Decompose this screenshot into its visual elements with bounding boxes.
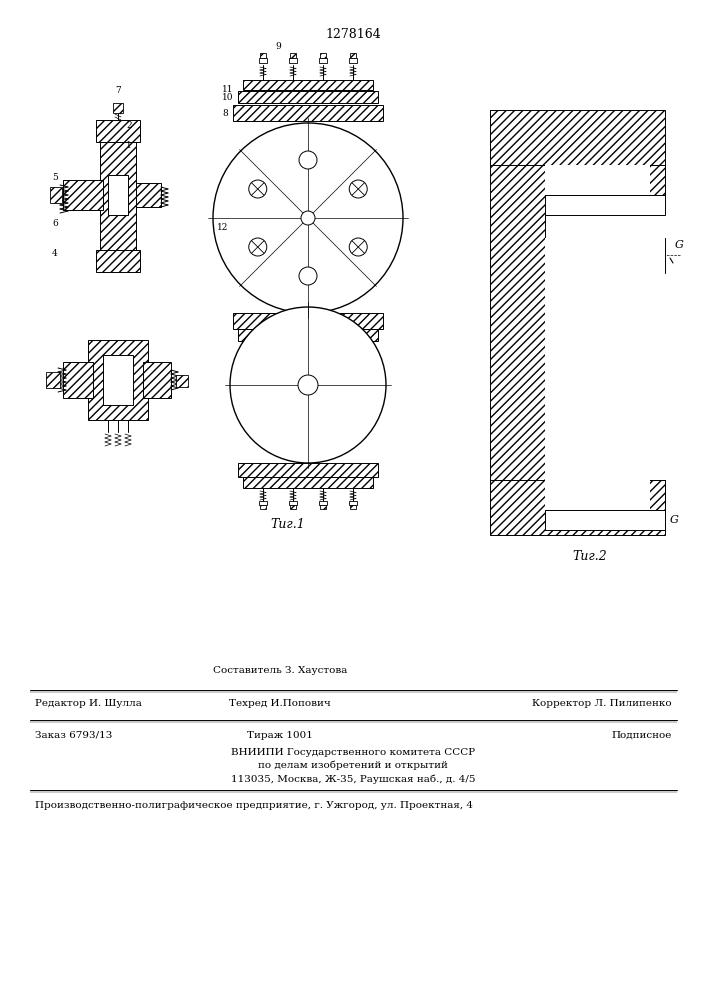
Circle shape (299, 151, 317, 169)
Circle shape (213, 123, 403, 313)
Text: Τиг.2: Τиг.2 (573, 550, 607, 563)
Bar (259, 58, 267, 63)
Text: Заказ 6793/13: Заказ 6793/13 (35, 730, 112, 740)
Bar (545, 238, 665, 275)
Text: 1: 1 (126, 140, 132, 149)
Bar (238, 91, 378, 103)
Bar (103, 355, 133, 405)
Bar (238, 329, 378, 341)
Bar (176, 375, 188, 387)
Circle shape (249, 180, 267, 198)
Text: Производственно-полиграфическое предприятие, г. Ужгород, ул. Проектная, 4: Производственно-полиграфическое предприя… (35, 800, 473, 810)
Bar (243, 80, 373, 90)
Text: 12: 12 (216, 224, 228, 232)
Bar (290, 505, 296, 509)
Circle shape (301, 211, 315, 225)
Bar (545, 480, 650, 510)
Bar (290, 53, 296, 58)
Text: 113035, Москва, Ж-35, Раушская наб., д. 4/5: 113035, Москва, Ж-35, Раушская наб., д. … (230, 774, 475, 784)
Text: 8: 8 (222, 108, 228, 117)
Text: по делам изобретений и открытий: по делам изобретений и открытий (258, 761, 448, 770)
Bar (289, 501, 297, 505)
Text: G: G (675, 240, 684, 250)
Text: Τиг.1: Τиг.1 (271, 518, 305, 531)
Bar (143, 362, 171, 398)
Circle shape (230, 307, 386, 463)
Bar (545, 195, 665, 215)
Bar (260, 53, 266, 58)
Bar (259, 501, 267, 505)
Text: 3: 3 (52, 196, 58, 205)
Text: Iгорн: Iгорн (547, 275, 571, 283)
Bar (233, 105, 383, 121)
Text: 4: 4 (52, 248, 58, 257)
Circle shape (249, 238, 267, 256)
Bar (238, 463, 378, 477)
Bar (63, 362, 93, 398)
Text: Техред И.Попович: Техред И.Попович (229, 700, 331, 708)
Bar (319, 501, 327, 505)
Text: Корректор Л. Пилипенко: Корректор Л. Пилипенко (532, 700, 672, 708)
Text: ВНИИПИ Государственного комитета СССР: ВНИИПИ Государственного комитета СССР (231, 748, 475, 757)
Bar (545, 238, 665, 273)
Circle shape (298, 375, 318, 395)
Bar (350, 53, 356, 58)
Bar (233, 313, 383, 329)
Bar (545, 510, 665, 530)
Bar (350, 505, 356, 509)
Bar (88, 340, 148, 420)
Bar (349, 58, 357, 63)
Bar (289, 58, 297, 63)
Circle shape (349, 238, 367, 256)
Bar (50, 187, 62, 203)
Bar (113, 103, 123, 113)
Text: 2: 2 (126, 120, 132, 129)
Bar (46, 372, 60, 388)
Bar (545, 272, 665, 480)
Bar (96, 250, 140, 272)
Bar (490, 480, 665, 535)
Bar (490, 110, 545, 535)
Bar (136, 183, 161, 207)
Text: 11: 11 (221, 86, 233, 95)
Text: 5: 5 (52, 172, 58, 182)
Text: 9: 9 (275, 42, 281, 51)
Text: Тираж 1001: Тираж 1001 (247, 730, 313, 740)
Text: 10: 10 (221, 94, 233, 103)
Bar (319, 58, 327, 63)
Bar (545, 165, 650, 195)
Text: Составитель З. Хаустова: Составитель З. Хаустова (213, 666, 347, 675)
Text: 1278164: 1278164 (325, 28, 381, 41)
Bar (545, 165, 665, 195)
Text: G: G (670, 515, 679, 525)
Bar (349, 501, 357, 505)
Text: Подписное: Подписное (612, 730, 672, 740)
Bar (490, 110, 665, 165)
Text: Редактор И. Шулла: Редактор И. Шулла (35, 700, 142, 708)
Bar (260, 505, 266, 509)
Circle shape (349, 180, 367, 198)
Bar (320, 505, 326, 509)
Text: 7: 7 (115, 86, 121, 95)
Bar (320, 53, 326, 58)
Text: 6: 6 (52, 219, 58, 228)
Bar (243, 477, 373, 488)
Circle shape (299, 267, 317, 285)
Bar (100, 140, 136, 250)
Bar (108, 175, 128, 215)
Bar (63, 180, 103, 210)
Bar (96, 120, 140, 142)
